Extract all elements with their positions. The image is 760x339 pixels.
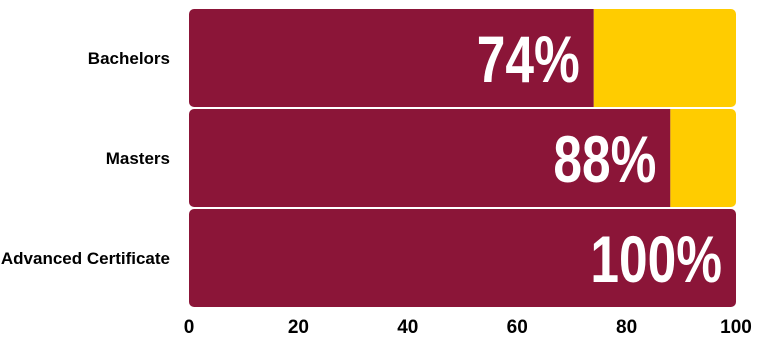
- x-axis-ticks-group: 0 20 40 60 80 100: [184, 317, 752, 338]
- bar-value-segment: [189, 209, 736, 307]
- x-tick-label: 0: [184, 317, 195, 338]
- x-tick-label: 60: [507, 317, 528, 338]
- x-tick-label: 80: [616, 317, 637, 338]
- x-tick-label: 40: [397, 317, 418, 338]
- category-labels-group: Bachelors Masters Advanced Certificate: [1, 49, 170, 268]
- bar-row-1: [189, 109, 736, 207]
- bar-data-label: 88%: [553, 122, 656, 197]
- bar-value-segment: [189, 9, 594, 107]
- category-label: Advanced Certificate: [1, 249, 170, 268]
- bar-value-segment: [189, 109, 671, 207]
- data-labels-group: 74% 88% 100%: [477, 22, 722, 297]
- bar-remainder-segment: [593, 9, 736, 107]
- category-label: Masters: [106, 149, 170, 168]
- bar-remainder-segment: [670, 109, 736, 207]
- bars-group: [189, 9, 736, 307]
- bar-data-label: 74%: [477, 22, 580, 97]
- x-tick-label: 100: [720, 317, 752, 338]
- bar-row-0: [189, 9, 736, 107]
- bar-data-label: 100%: [590, 222, 722, 297]
- category-label: Bachelors: [88, 49, 170, 68]
- bar-row-2: [189, 209, 736, 307]
- x-tick-label: 20: [288, 317, 309, 338]
